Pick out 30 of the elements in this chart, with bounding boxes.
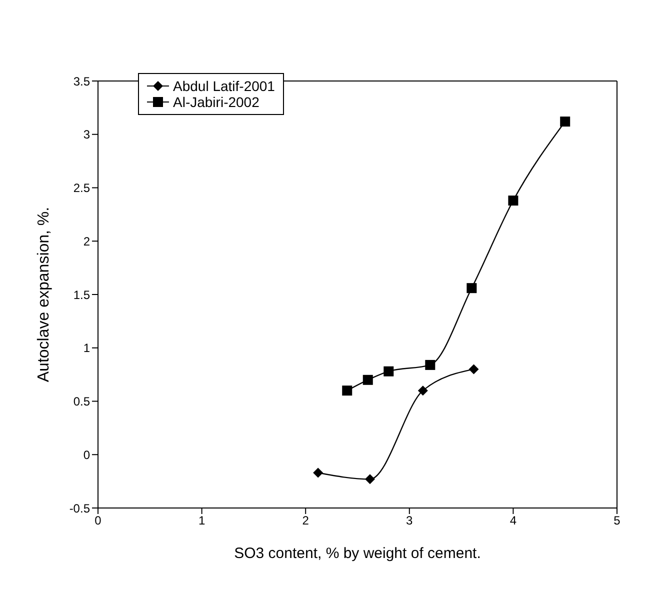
point xyxy=(364,474,375,484)
x-tick-label: 1 xyxy=(198,514,206,528)
point xyxy=(468,364,479,374)
point xyxy=(425,360,436,370)
point xyxy=(313,468,324,478)
point xyxy=(384,366,394,376)
y-tick-label: 0.5 xyxy=(73,394,90,409)
legend-label: Al-Jabiri-2002 xyxy=(173,94,260,110)
point xyxy=(418,386,428,396)
x-tick-label: 0 xyxy=(94,514,102,528)
x-tick-label: 5 xyxy=(614,514,621,528)
point xyxy=(466,283,477,294)
point xyxy=(362,374,373,385)
y-tick-label: 3.5 xyxy=(73,74,90,88)
x-tick-label: 4 xyxy=(510,514,517,528)
y-tick-label: 1.5 xyxy=(73,288,90,302)
y-tick-label: 2 xyxy=(83,234,90,248)
x-tick-label: 2 xyxy=(302,514,310,528)
x-axis-title: SO3 content, % by weight of cement. xyxy=(234,545,481,562)
point xyxy=(508,196,518,206)
legend-label: Abdul Latif-2001 xyxy=(173,78,275,94)
point xyxy=(560,116,570,127)
y-tick-label: -0.5 xyxy=(69,501,90,516)
point xyxy=(342,386,352,396)
y-tick-label: 2.5 xyxy=(73,181,90,196)
y-tick-label: 0 xyxy=(83,448,90,462)
y-tick-label: 1 xyxy=(83,341,90,356)
x-tick-label: 3 xyxy=(406,514,414,528)
y-axis-title: Autoclave expansion, %. xyxy=(36,206,53,382)
y-tick-label: 3 xyxy=(83,128,90,142)
